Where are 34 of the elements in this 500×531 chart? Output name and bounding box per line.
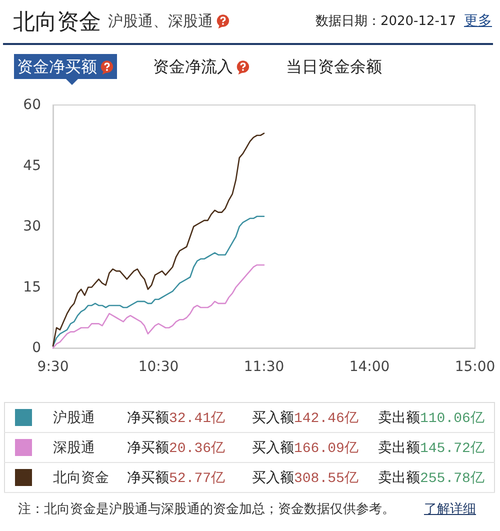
text: 净买额20.36亿	[127, 440, 226, 456]
text: 资金净买额	[14, 54, 117, 79]
text: 资金净流入	[152, 56, 234, 78]
line-series	[52, 132, 265, 347]
legend-label: 深股通	[53, 440, 95, 456]
y-tick-label: 0	[32, 340, 41, 356]
legend-label: 北向资金	[53, 470, 109, 486]
text: 买入额308.55亿	[252, 470, 358, 486]
text: 卖出额145.72亿	[378, 440, 484, 456]
text: 了解详细	[424, 501, 476, 518]
text: 卖出额255.78亿	[378, 470, 484, 486]
text: 更多	[464, 12, 492, 30]
x-tick-label: 15:00	[454, 359, 496, 375]
x-tick-label: 9:30	[37, 359, 69, 375]
text: 净买额52.77亿	[127, 470, 226, 486]
chart-subtitle: 沪股通、深股通	[108, 12, 214, 31]
line-series	[52, 216, 265, 347]
text: 当日资金余额	[285, 56, 383, 78]
y-tick-label: 45	[23, 158, 41, 174]
chart-title: 北向资金	[13, 9, 101, 37]
y-tick-label: 30	[23, 218, 41, 234]
text: 卖出额110.06亿	[378, 410, 484, 426]
x-tick-label: 10:30	[138, 359, 179, 375]
text: 数据日期：2020-12-17	[315, 13, 456, 30]
text: 净买额32.41亿	[127, 410, 226, 426]
y-tick-label: 15	[23, 279, 41, 296]
text: 注：北向资金是沪股通与深股通的资金加总；资金数据仅供参考。	[18, 501, 395, 518]
x-tick-label: 11:30	[244, 359, 284, 375]
text: 买入额142.46亿	[252, 410, 358, 426]
line-series	[52, 264, 265, 349]
y-tick-label: 60	[23, 97, 41, 113]
legend-label: 沪股通	[53, 410, 95, 426]
x-tick-label: 14:00	[349, 359, 390, 375]
text: 买入额166.09亿	[252, 440, 358, 456]
